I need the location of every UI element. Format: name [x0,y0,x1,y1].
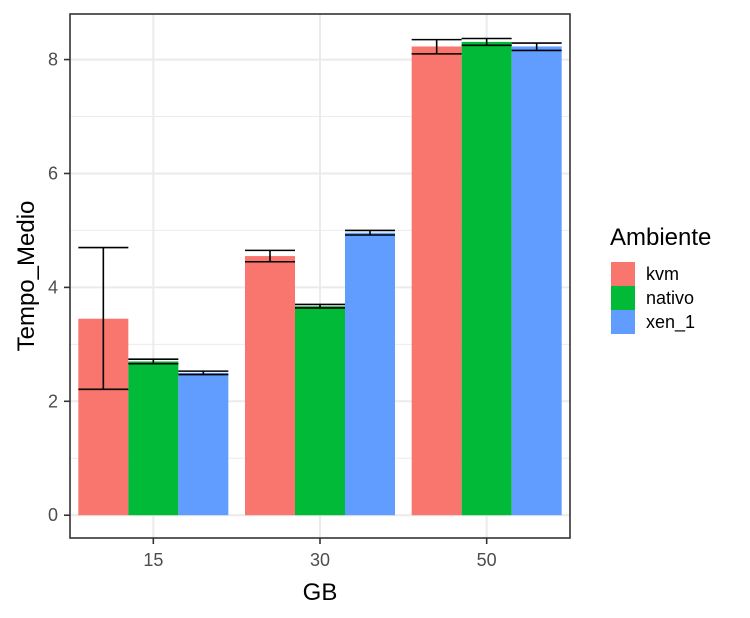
bar-xen_1-15 [178,372,229,516]
error-bar-nativo-30 [295,303,345,309]
error-bar-kvm-15 [78,246,129,391]
axes: 0 2 4 6 8 15 30 50 [48,50,497,570]
error-bar-kvm-30 [245,249,295,263]
error-bar-xen_1-50 [511,42,562,52]
error-bar-xen_1-30 [345,229,395,236]
legend-key-kvm [611,262,635,286]
error-bars [78,37,562,391]
legend-key-nativo [611,286,635,310]
y-axis-title: Tempo_Medio [13,201,40,352]
y-tick-label: 8 [48,50,58,70]
y-tick-label: 2 [48,391,58,411]
legend-label-xen_1: xen_1 [646,312,695,333]
bar-nativo-15 [128,361,179,516]
legend-title: Ambiente [610,224,711,251]
x-axis-title: GB [303,579,338,606]
bar-kvm-30 [245,256,295,516]
error-bar-nativo-50 [461,37,512,47]
bar-xen_1-30 [345,232,395,516]
legend: Ambiente kvm nativo xen_1 [610,224,711,334]
y-tick-label: 0 [48,505,58,525]
legend-key-xen_1 [611,310,635,334]
legend-label-nativo: nativo [646,288,694,308]
bar-xen_1-50 [511,46,562,516]
error-bar-xen_1-15 [178,370,229,376]
bar-nativo-30 [295,306,345,516]
x-tick-label: 15 [143,550,163,570]
y-tick-label: 6 [48,163,58,183]
error-bar-nativo-15 [128,358,179,365]
legend-label-kvm: kvm [646,264,679,284]
x-tick-label: 50 [477,550,497,570]
error-bar-kvm-50 [411,38,462,55]
bar-kvm-50 [411,46,462,516]
bar-nativo-50 [461,41,512,516]
y-tick-label: 4 [48,277,58,297]
x-tick-label: 30 [310,550,330,570]
bars [78,41,562,516]
